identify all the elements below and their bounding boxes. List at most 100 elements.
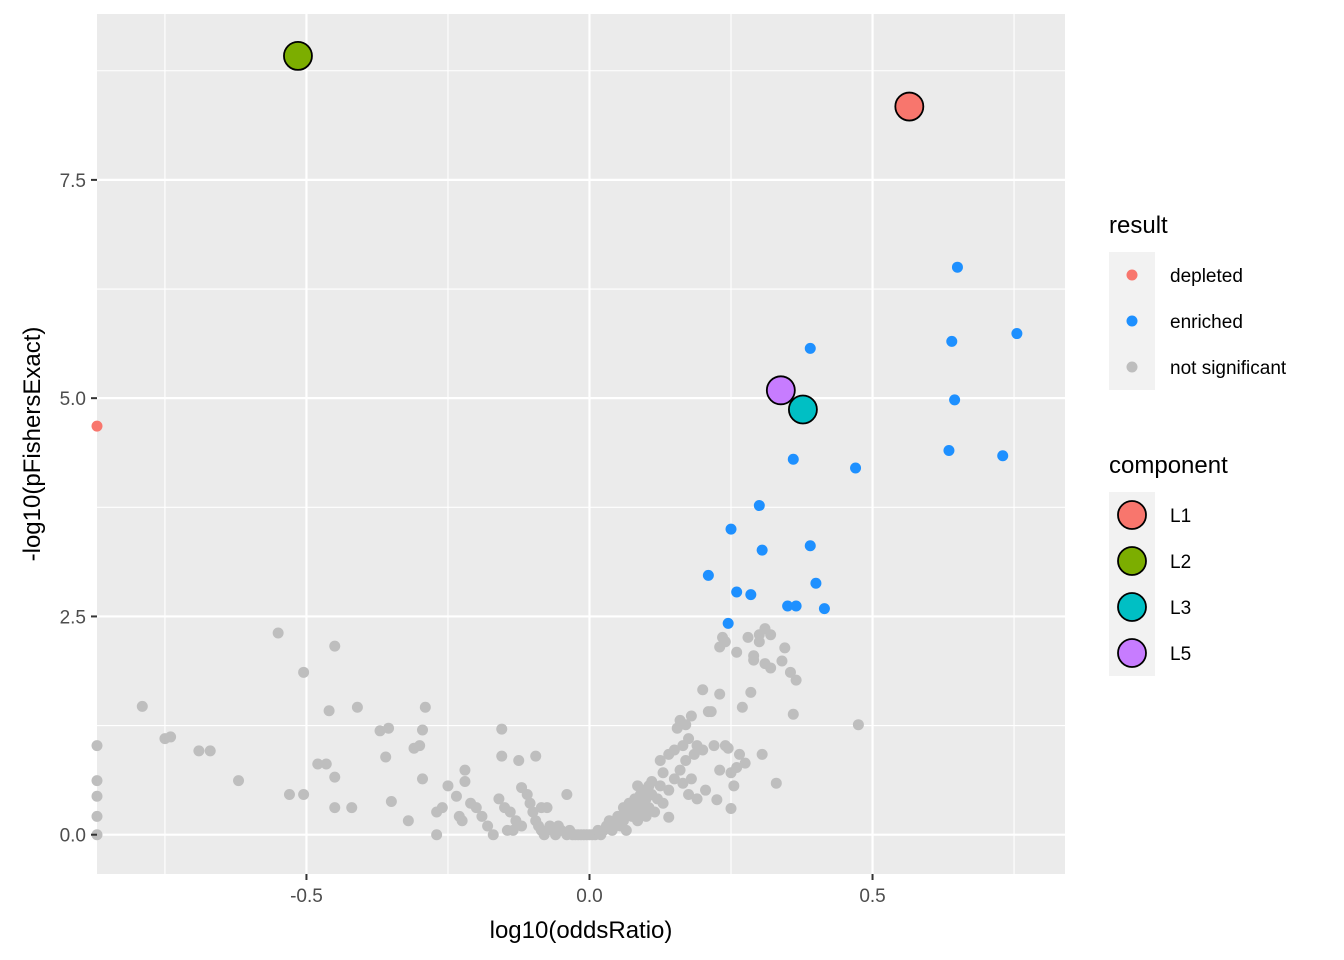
y-axis: 0.0 2.5 5.0 7.5 xyxy=(60,171,97,847)
point-not-significant xyxy=(714,764,726,776)
legend-label: L1 xyxy=(1170,506,1191,527)
point-not-significant xyxy=(756,748,768,760)
point-not-significant xyxy=(380,751,392,763)
point-not-significant xyxy=(416,724,428,736)
point-enriched xyxy=(753,500,765,512)
point-not-significant xyxy=(535,802,547,814)
point-not-significant xyxy=(708,740,720,752)
point-not-significant xyxy=(419,701,431,713)
major-gridlines xyxy=(97,14,1065,874)
point-enriched xyxy=(818,603,830,615)
point-enriched xyxy=(810,577,822,589)
point-not-significant xyxy=(776,655,788,667)
legend-title: result xyxy=(1109,212,1168,239)
legend-title: component xyxy=(1109,452,1228,479)
point-not-significant xyxy=(283,789,295,801)
point-not-significant xyxy=(728,780,740,792)
point-not-significant xyxy=(91,740,103,752)
point-not-significant xyxy=(742,631,754,643)
point-not-significant xyxy=(711,794,723,806)
point-enriched xyxy=(756,544,768,556)
point-not-significant xyxy=(476,810,488,822)
point-not-significant xyxy=(442,780,454,792)
point-enriched xyxy=(790,600,802,612)
point-not-significant xyxy=(779,642,791,654)
point-not-significant xyxy=(329,640,341,652)
point-not-significant xyxy=(323,705,335,717)
minor-gridlines xyxy=(97,14,1065,874)
point-not-significant xyxy=(765,629,777,641)
legend-component: component L1 L2 L3 L5 xyxy=(1109,452,1228,676)
point-not-significant xyxy=(487,829,499,841)
point-not-significant xyxy=(668,773,680,785)
point-not-significant xyxy=(298,666,310,678)
point-not-significant xyxy=(697,684,709,696)
point-not-significant xyxy=(524,797,536,809)
point-not-significant xyxy=(663,811,675,823)
point-enriched xyxy=(951,261,963,273)
component-point-L2 xyxy=(283,41,313,71)
x-axis: -0.5 0.0 0.5 xyxy=(290,874,886,907)
point-not-significant xyxy=(431,829,443,841)
point-enriched xyxy=(850,462,862,474)
point-not-significant xyxy=(654,780,666,792)
point-not-significant xyxy=(617,815,629,827)
point-not-significant xyxy=(790,674,802,686)
y-axis-title: -log10(pFishersExact) xyxy=(19,327,46,562)
point-not-significant xyxy=(91,790,103,802)
point-not-significant xyxy=(765,662,777,674)
legend-label: enriched xyxy=(1170,312,1243,333)
legend-label: not significant xyxy=(1170,358,1287,379)
x-tick-label: -0.5 xyxy=(290,886,323,907)
point-not-significant xyxy=(459,764,471,776)
y-tick-label: 5.0 xyxy=(60,389,86,410)
point-not-significant xyxy=(663,784,675,796)
point-not-significant xyxy=(657,797,669,809)
component-points xyxy=(283,41,925,425)
point-not-significant xyxy=(374,725,386,737)
point-not-significant xyxy=(657,767,669,779)
point-not-significant xyxy=(459,775,471,787)
x-tick-label: 0.5 xyxy=(859,886,885,907)
point-enriched xyxy=(702,569,714,581)
point-not-significant xyxy=(204,745,216,757)
point-not-significant xyxy=(272,627,284,639)
point-enriched xyxy=(943,445,955,457)
point-not-significant xyxy=(496,750,508,762)
point-not-significant xyxy=(649,806,661,818)
point-not-significant xyxy=(731,646,743,658)
point-not-significant xyxy=(501,824,513,836)
point-not-significant xyxy=(852,719,864,731)
legend-key-symbol xyxy=(1117,638,1147,668)
point-enriched xyxy=(722,617,734,629)
point-enriched xyxy=(997,450,1009,462)
component-point-L3 xyxy=(788,394,818,425)
y-tick-label: 0.0 xyxy=(60,826,86,847)
point-not-significant xyxy=(527,806,539,818)
point-not-significant xyxy=(700,784,712,796)
legend-key-symbol xyxy=(1117,500,1147,530)
point-not-significant xyxy=(677,777,689,789)
point-not-significant xyxy=(346,802,358,814)
point-not-significant xyxy=(504,806,516,818)
component-point-L5 xyxy=(765,375,796,406)
point-enriched xyxy=(1011,328,1023,340)
point-not-significant xyxy=(383,722,395,734)
point-not-significant xyxy=(493,793,505,805)
legend-result: result depleted enriched not significant xyxy=(1109,212,1287,390)
point-not-significant xyxy=(320,758,332,770)
point-not-significant xyxy=(329,802,341,814)
point-not-significant xyxy=(450,790,462,802)
point-not-significant xyxy=(470,802,482,814)
point-not-significant xyxy=(739,757,751,769)
point-not-significant xyxy=(456,815,468,827)
point-depleted xyxy=(91,420,103,432)
point-enriched xyxy=(949,394,961,406)
point-not-significant xyxy=(312,758,324,770)
point-not-significant xyxy=(697,744,709,756)
point-not-significant xyxy=(753,636,765,648)
point-not-significant xyxy=(668,744,680,756)
point-not-significant xyxy=(620,824,632,836)
plot-panel xyxy=(97,14,1065,874)
